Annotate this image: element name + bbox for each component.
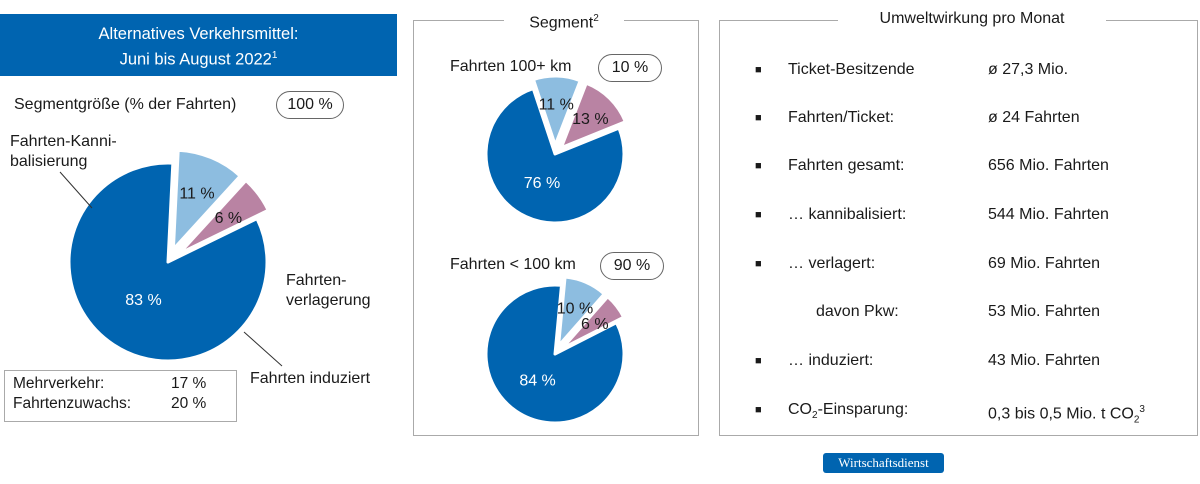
chart-title-line1: Alternatives Verkehrsmittel: bbox=[98, 25, 299, 43]
row-label: Fahrten/Ticket: bbox=[788, 109, 895, 126]
label-verlagerung-line1: Fahrten- bbox=[286, 272, 347, 289]
umwelt-row: ■ CO2-Einsparung: 0,3 bis 0,5 Mio. t CO2… bbox=[720, 399, 1198, 426]
short-pie-slice-0 bbox=[484, 283, 626, 425]
row-value: 43 Mio. Fahrten bbox=[988, 352, 1101, 369]
main-pie-label-2: 6 % bbox=[215, 210, 243, 227]
row-label: … verlagert: bbox=[788, 255, 876, 272]
footnote-marker-2: 2 bbox=[593, 13, 599, 24]
co2-label-pre: CO bbox=[788, 401, 812, 418]
long-pie-label-2: 13 % bbox=[572, 111, 608, 128]
wirtschaftsdienst-logo: Wirtschaftsdienst bbox=[823, 453, 944, 473]
umwelt-panel-title: Umweltwirkung pro Monat bbox=[838, 9, 1106, 29]
umwelt-row: ■ … verlagert: 69 Mio. Fahrten bbox=[720, 253, 1198, 275]
mehrverkehr-row: Mehrverkehr: 17 % bbox=[13, 374, 236, 394]
main-pie-label-1: 11 % bbox=[179, 185, 214, 202]
segment-short-share: 90 % bbox=[600, 252, 664, 280]
row-value: ø 24 Fahrten bbox=[988, 109, 1080, 126]
mehrverkehr-label: Mehrverkehr: bbox=[13, 375, 105, 392]
row-value: 69 Mio. Fahrten bbox=[988, 255, 1101, 272]
co2-label-sub: 2 bbox=[812, 410, 818, 422]
main-pie-slice-2 bbox=[177, 179, 270, 256]
fahrtenzuwachs-label: Fahrtenzuwachs: bbox=[13, 395, 132, 412]
footnote-marker-1: 1 bbox=[271, 50, 278, 61]
segment-long-label: Fahrten 100+ km bbox=[450, 58, 572, 75]
row-label: Fahrten gesamt: bbox=[788, 157, 905, 174]
umwelt-row: ■ … kannibalisiert: 544 Mio. Fahrten bbox=[720, 204, 1198, 226]
short-pie-label-0: 84 % bbox=[519, 373, 555, 390]
umwelt-row: ■ Ticket-Besitzende ø 27,3 Mio. bbox=[720, 59, 1198, 81]
main-pie-slice-0 bbox=[67, 161, 269, 363]
chart-title-line2: Juni bis August 20221 bbox=[0, 45, 397, 71]
segment-short-label: Fahrten < 100 km bbox=[450, 256, 576, 273]
umwelt-row: ■ Fahrten/Ticket: ø 24 Fahrten bbox=[720, 107, 1198, 129]
co2-label-post: -Einsparung: bbox=[817, 401, 909, 418]
label-kannibalisierung-line1: Fahrten-Kanni- bbox=[10, 133, 117, 150]
row-label: Ticket-Besitzende bbox=[788, 61, 915, 78]
label-verlagerung-line2: verlagerung bbox=[286, 292, 371, 309]
label-kannibalisierung-line2: balisierung bbox=[10, 153, 88, 170]
row-value: ø 27,3 Mio. bbox=[988, 61, 1069, 78]
umwelt-row: ■ Fahrten gesamt: 656 Mio. Fahrten bbox=[720, 155, 1198, 177]
fahrtenzuwachs-value: 20 % bbox=[171, 395, 207, 412]
long-pie-slice-1 bbox=[531, 74, 582, 147]
main-pie-slice-1 bbox=[171, 148, 242, 251]
chart-title-box: Alternatives Verkehrsmittel: Juni bis Au… bbox=[0, 14, 397, 76]
segment-long-share: 10 % bbox=[598, 54, 662, 82]
row-label: davon Pkw: bbox=[816, 303, 899, 320]
long-pie-slice-0 bbox=[484, 87, 626, 225]
bullet-icon: ■ bbox=[755, 258, 762, 270]
row-value: 656 Mio. Fahrten bbox=[988, 157, 1109, 174]
long-pie-label-1: 11 % bbox=[539, 97, 574, 114]
chart-title-period: Juni bis August 2022 bbox=[119, 50, 272, 69]
mehrverkehr-value: 17 % bbox=[171, 375, 207, 392]
segment-size-value: 100 % bbox=[276, 91, 344, 119]
short-pie-slice-1 bbox=[557, 275, 606, 348]
long-pie-slice-2 bbox=[559, 81, 627, 150]
leader-line-kannibalisierung bbox=[59, 171, 93, 209]
leader-line-induziert bbox=[243, 331, 283, 367]
row-label: … induziert: bbox=[788, 352, 874, 369]
umwelt-row: ■ … induziert: 43 Mio. Fahrten bbox=[720, 350, 1198, 372]
bullet-icon: ■ bbox=[755, 355, 762, 367]
short-pie-label-2: 6 % bbox=[581, 316, 609, 333]
label-induziert: Fahrten induziert bbox=[250, 370, 371, 387]
short-pie-label-1: 10 % bbox=[557, 301, 593, 318]
row-label: … kannibalisiert: bbox=[788, 206, 907, 223]
segment-panel-title: Segment2 bbox=[504, 9, 624, 34]
short-pie-slice-2 bbox=[560, 295, 626, 350]
main-pie-label-0: 83 % bbox=[125, 292, 161, 309]
footnote-marker-3: 3 bbox=[1139, 404, 1145, 415]
bullet-icon: ■ bbox=[755, 112, 762, 124]
row-value-co2: 0,3 bis 0,5 Mio. t CO23 bbox=[988, 399, 1145, 432]
mehrverkehr-box: Mehrverkehr: 17 % Fahrtenzuwachs: 20 % bbox=[4, 370, 237, 422]
segment-size-label: Segmentgröße (% der Fahrten) bbox=[14, 96, 237, 113]
bullet-icon: ■ bbox=[755, 209, 762, 221]
co2-value-pre: 0,3 bis 0,5 Mio. t CO bbox=[988, 405, 1134, 423]
row-value: 53 Mio. Fahrten bbox=[988, 303, 1101, 320]
bullet-icon: ■ bbox=[755, 64, 762, 76]
umwelt-row: davon Pkw: 53 Mio. Fahrten bbox=[720, 301, 1198, 323]
long-pie-label-0: 76 % bbox=[524, 175, 560, 192]
bullet-icon: ■ bbox=[755, 160, 762, 172]
row-value: 544 Mio. Fahrten bbox=[988, 206, 1109, 223]
row-label-co2: CO2-Einsparung: bbox=[788, 399, 908, 427]
segment-title-text: Segment bbox=[529, 14, 594, 32]
bullet-icon: ■ bbox=[755, 404, 762, 416]
fahrtenzuwachs-row: Fahrtenzuwachs: 20 % bbox=[13, 394, 236, 414]
co2-value-sub: 2 bbox=[1133, 414, 1140, 426]
